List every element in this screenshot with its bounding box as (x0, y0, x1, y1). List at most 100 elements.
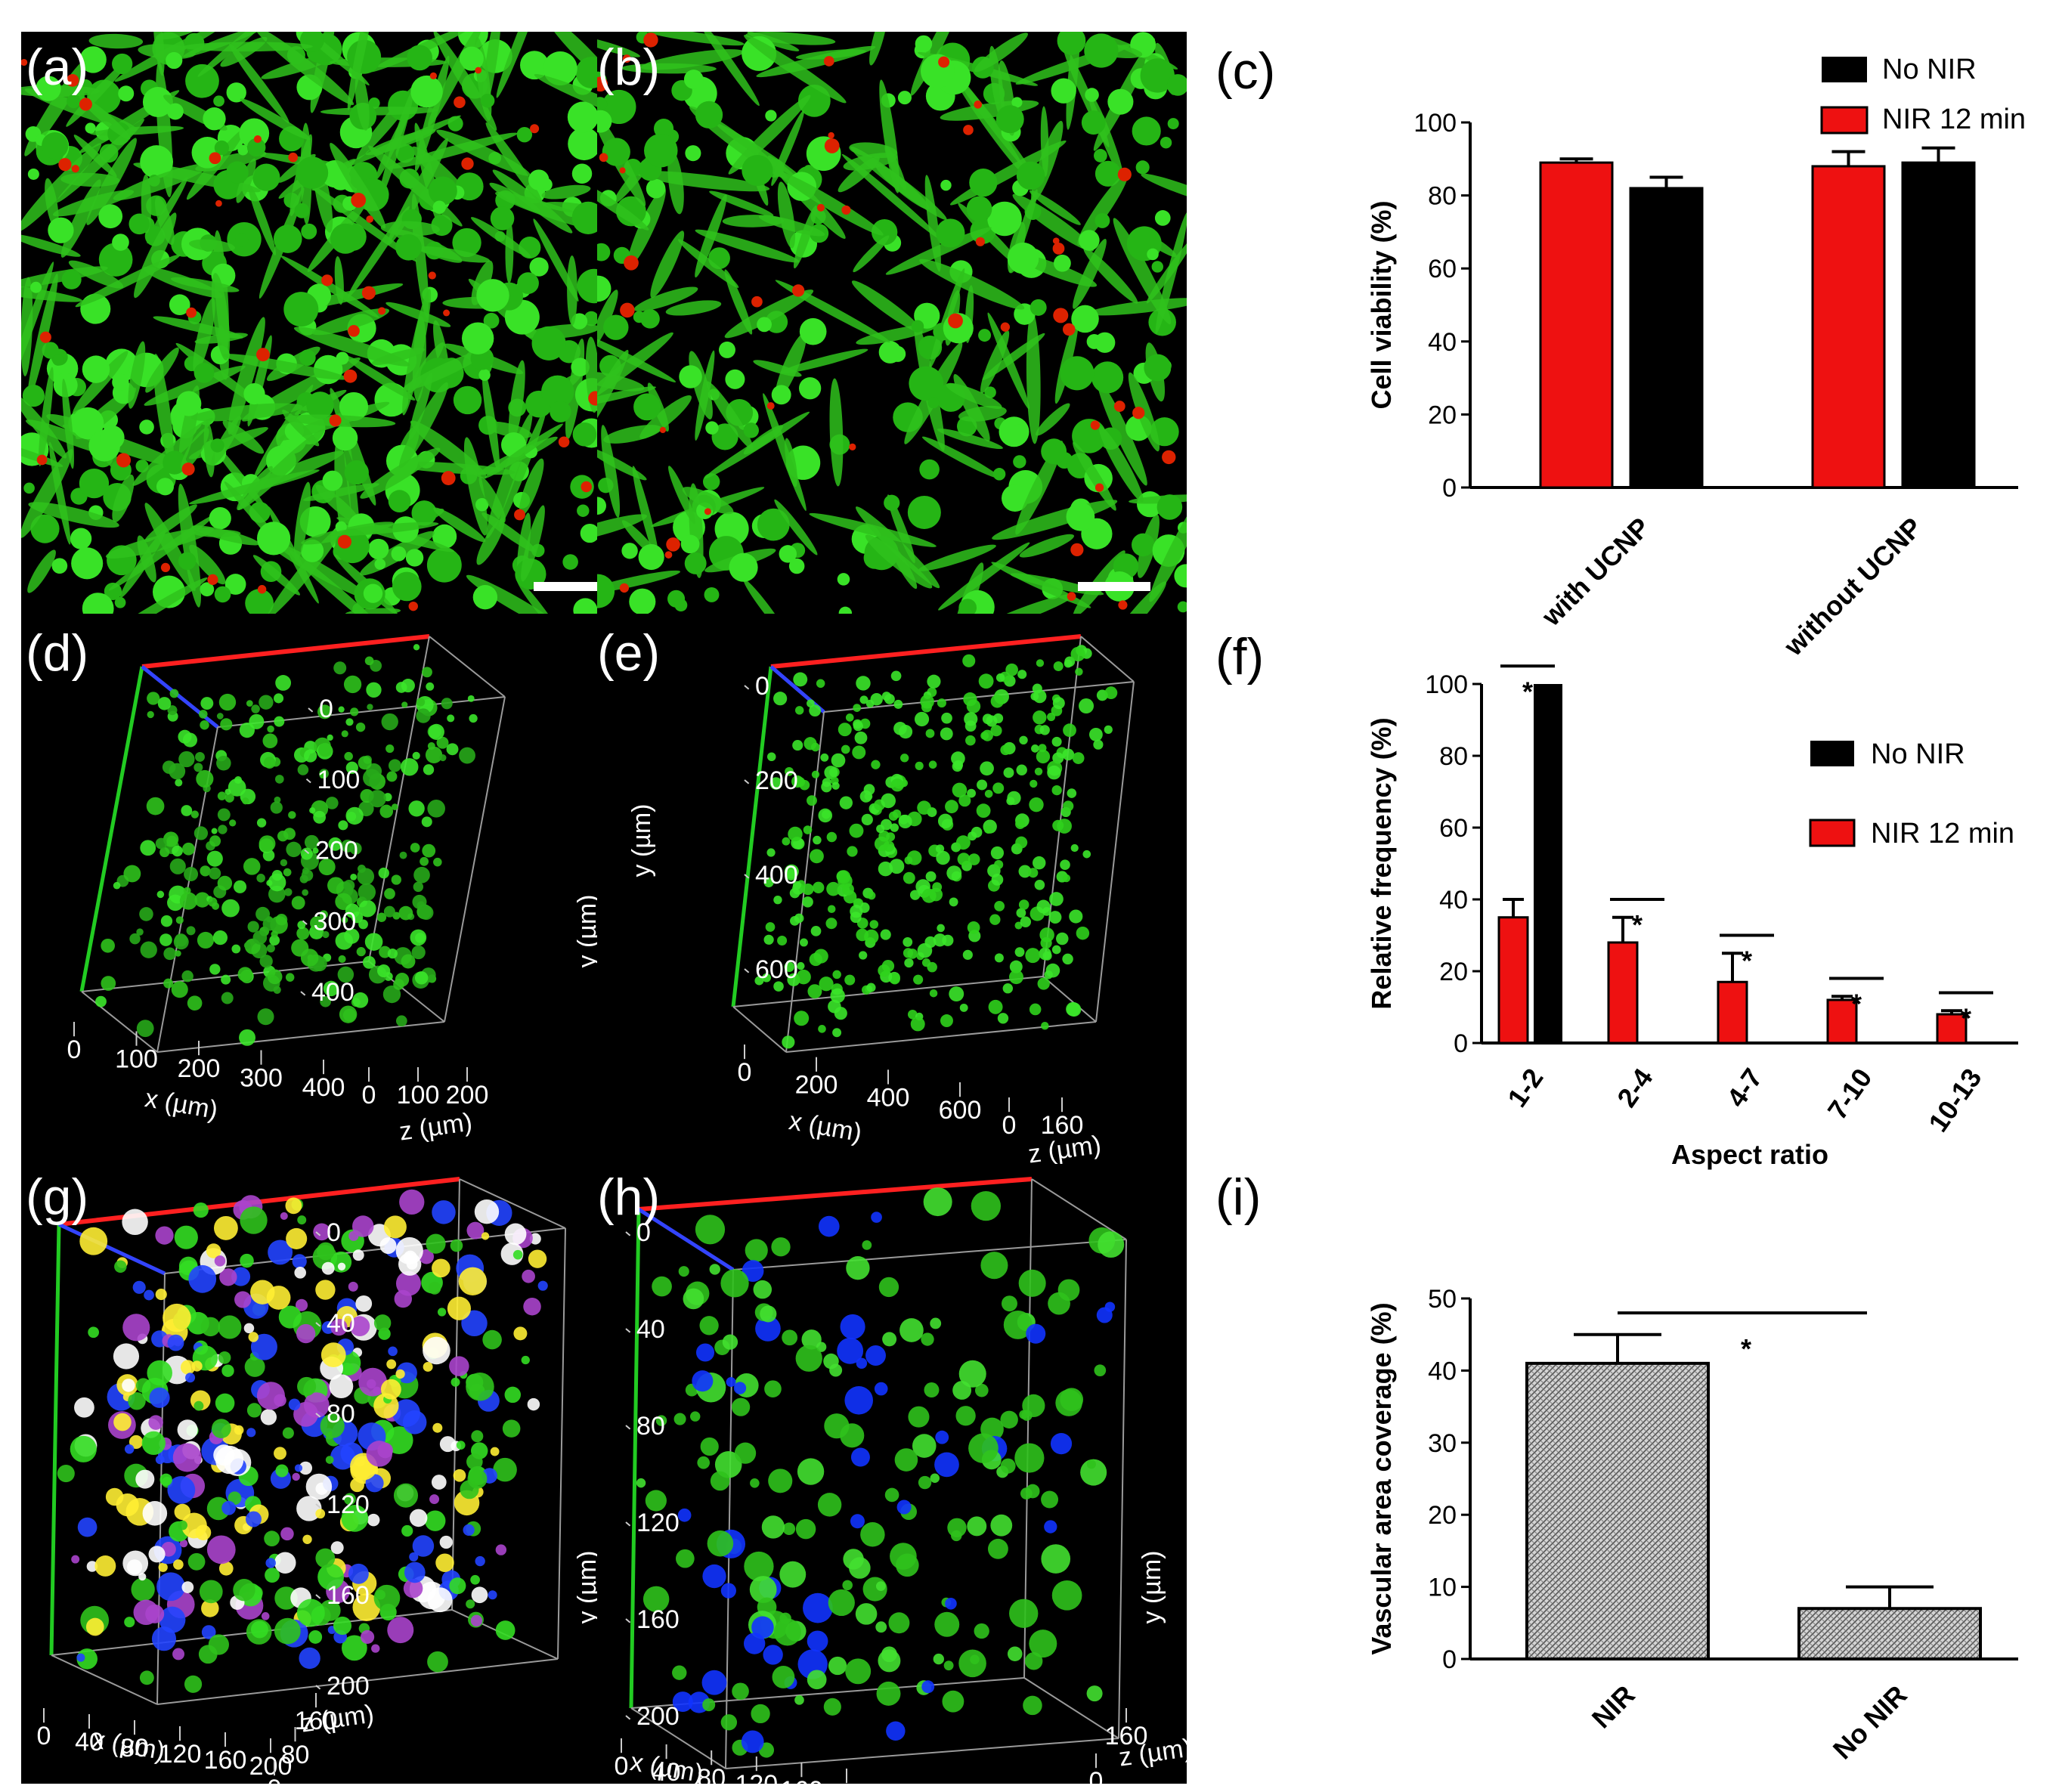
dead-cell (938, 56, 950, 68)
cell-process (1141, 173, 1187, 206)
cell-process (743, 579, 787, 614)
cell-blob (182, 842, 195, 856)
cell-blob (889, 973, 900, 985)
cell-body (978, 329, 992, 342)
y-tick-mark (315, 1231, 321, 1236)
cell-body (871, 218, 898, 246)
cell-process (222, 354, 348, 380)
cell-body (336, 351, 349, 365)
cell-blob (449, 1356, 469, 1376)
y-tick-mark (625, 1328, 631, 1333)
cell-blob (209, 867, 221, 880)
cell-blob (383, 1215, 407, 1239)
cell-blob (856, 928, 869, 942)
y-tick-label: 600 (755, 955, 798, 984)
y-tick-label: 20 (1428, 401, 1457, 429)
cell-blob (139, 1670, 154, 1685)
cell-blob (878, 1277, 899, 1298)
cell-blob (71, 1555, 80, 1564)
x-tick-label: 80 (120, 1734, 149, 1763)
cell-body (368, 538, 389, 560)
cell-blob (248, 1332, 259, 1342)
cell-blob (766, 752, 776, 762)
cell-blob (341, 916, 348, 924)
cell-body (283, 292, 319, 327)
cell-blob (250, 1620, 268, 1639)
dead-cell (704, 508, 711, 515)
cell-render (636, 1187, 1125, 1758)
cell-blob (796, 969, 811, 985)
cell-blob (992, 782, 1005, 794)
cell-blob (777, 935, 788, 946)
cell-blob (990, 846, 1005, 860)
cell-blob (159, 847, 170, 858)
cell-blob (850, 911, 862, 924)
y-tick-label: 40 (1439, 886, 1468, 915)
cell-body (213, 95, 224, 107)
cell-blob (838, 873, 853, 889)
cell-blob (964, 712, 978, 726)
cell-blob (903, 948, 914, 958)
cell-process (79, 95, 131, 140)
dead-cell (624, 255, 639, 271)
cell-blob (140, 941, 157, 958)
cell-body (940, 179, 952, 191)
cell-blob (221, 974, 231, 985)
cell-blob (439, 754, 447, 762)
cell-blob (327, 877, 345, 894)
cell-blob (344, 751, 353, 761)
cell-blob (366, 1441, 393, 1467)
cell-blob (947, 1518, 967, 1537)
cell-blob (308, 1630, 323, 1644)
cell-blob (761, 1515, 785, 1539)
cell-process (982, 333, 1045, 381)
y-tick-label: 120 (327, 1490, 370, 1519)
cell-process (777, 181, 796, 249)
cell-blob (826, 831, 838, 843)
panel-label-d: (d) (26, 624, 89, 682)
cell-blob (1005, 663, 1018, 676)
cell-blob (371, 1644, 380, 1653)
cell-blob (871, 1212, 882, 1223)
box-edge (217, 696, 506, 728)
cell-body (459, 46, 484, 71)
cell-blob (274, 1552, 296, 1574)
cell-body (580, 523, 597, 543)
dead-cell (186, 307, 197, 318)
cell-blob (364, 656, 374, 666)
cell-body (407, 45, 432, 71)
cell-blob (463, 1524, 475, 1537)
cell-blob (213, 1444, 235, 1466)
bar-no-nir (1629, 187, 1704, 489)
y-tick-mark (315, 1594, 321, 1599)
cell-blob (401, 954, 416, 969)
cell-blob (940, 727, 953, 741)
cell-blob (343, 675, 362, 694)
cell-process (320, 107, 439, 116)
cell-blob (890, 778, 904, 792)
cell-body (246, 138, 266, 157)
cell-body (1016, 161, 1045, 190)
cell-blob (875, 1581, 886, 1592)
cell-blob (845, 713, 854, 722)
cell-blob (977, 779, 988, 791)
cell-blob (818, 808, 833, 823)
cell-process (307, 183, 417, 262)
cell-blob (773, 981, 784, 992)
panel-label-g: (g) (26, 1168, 89, 1226)
cell-blob (793, 672, 808, 687)
bar-nir (1539, 161, 1614, 489)
cell-blob (481, 1232, 490, 1240)
cell-blob (88, 1326, 100, 1339)
cell-body (306, 392, 334, 419)
cell-blob (179, 1539, 188, 1548)
cell-blob (315, 1509, 326, 1519)
x-axis-title: Aspect ratio (1671, 1139, 1828, 1170)
cell-body (1001, 484, 1029, 512)
cell-blob (852, 745, 866, 760)
cell-blob (1104, 1301, 1116, 1312)
cell-body (237, 144, 249, 156)
y-tick-label: 0 (327, 1218, 341, 1247)
dead-cell (622, 54, 631, 63)
